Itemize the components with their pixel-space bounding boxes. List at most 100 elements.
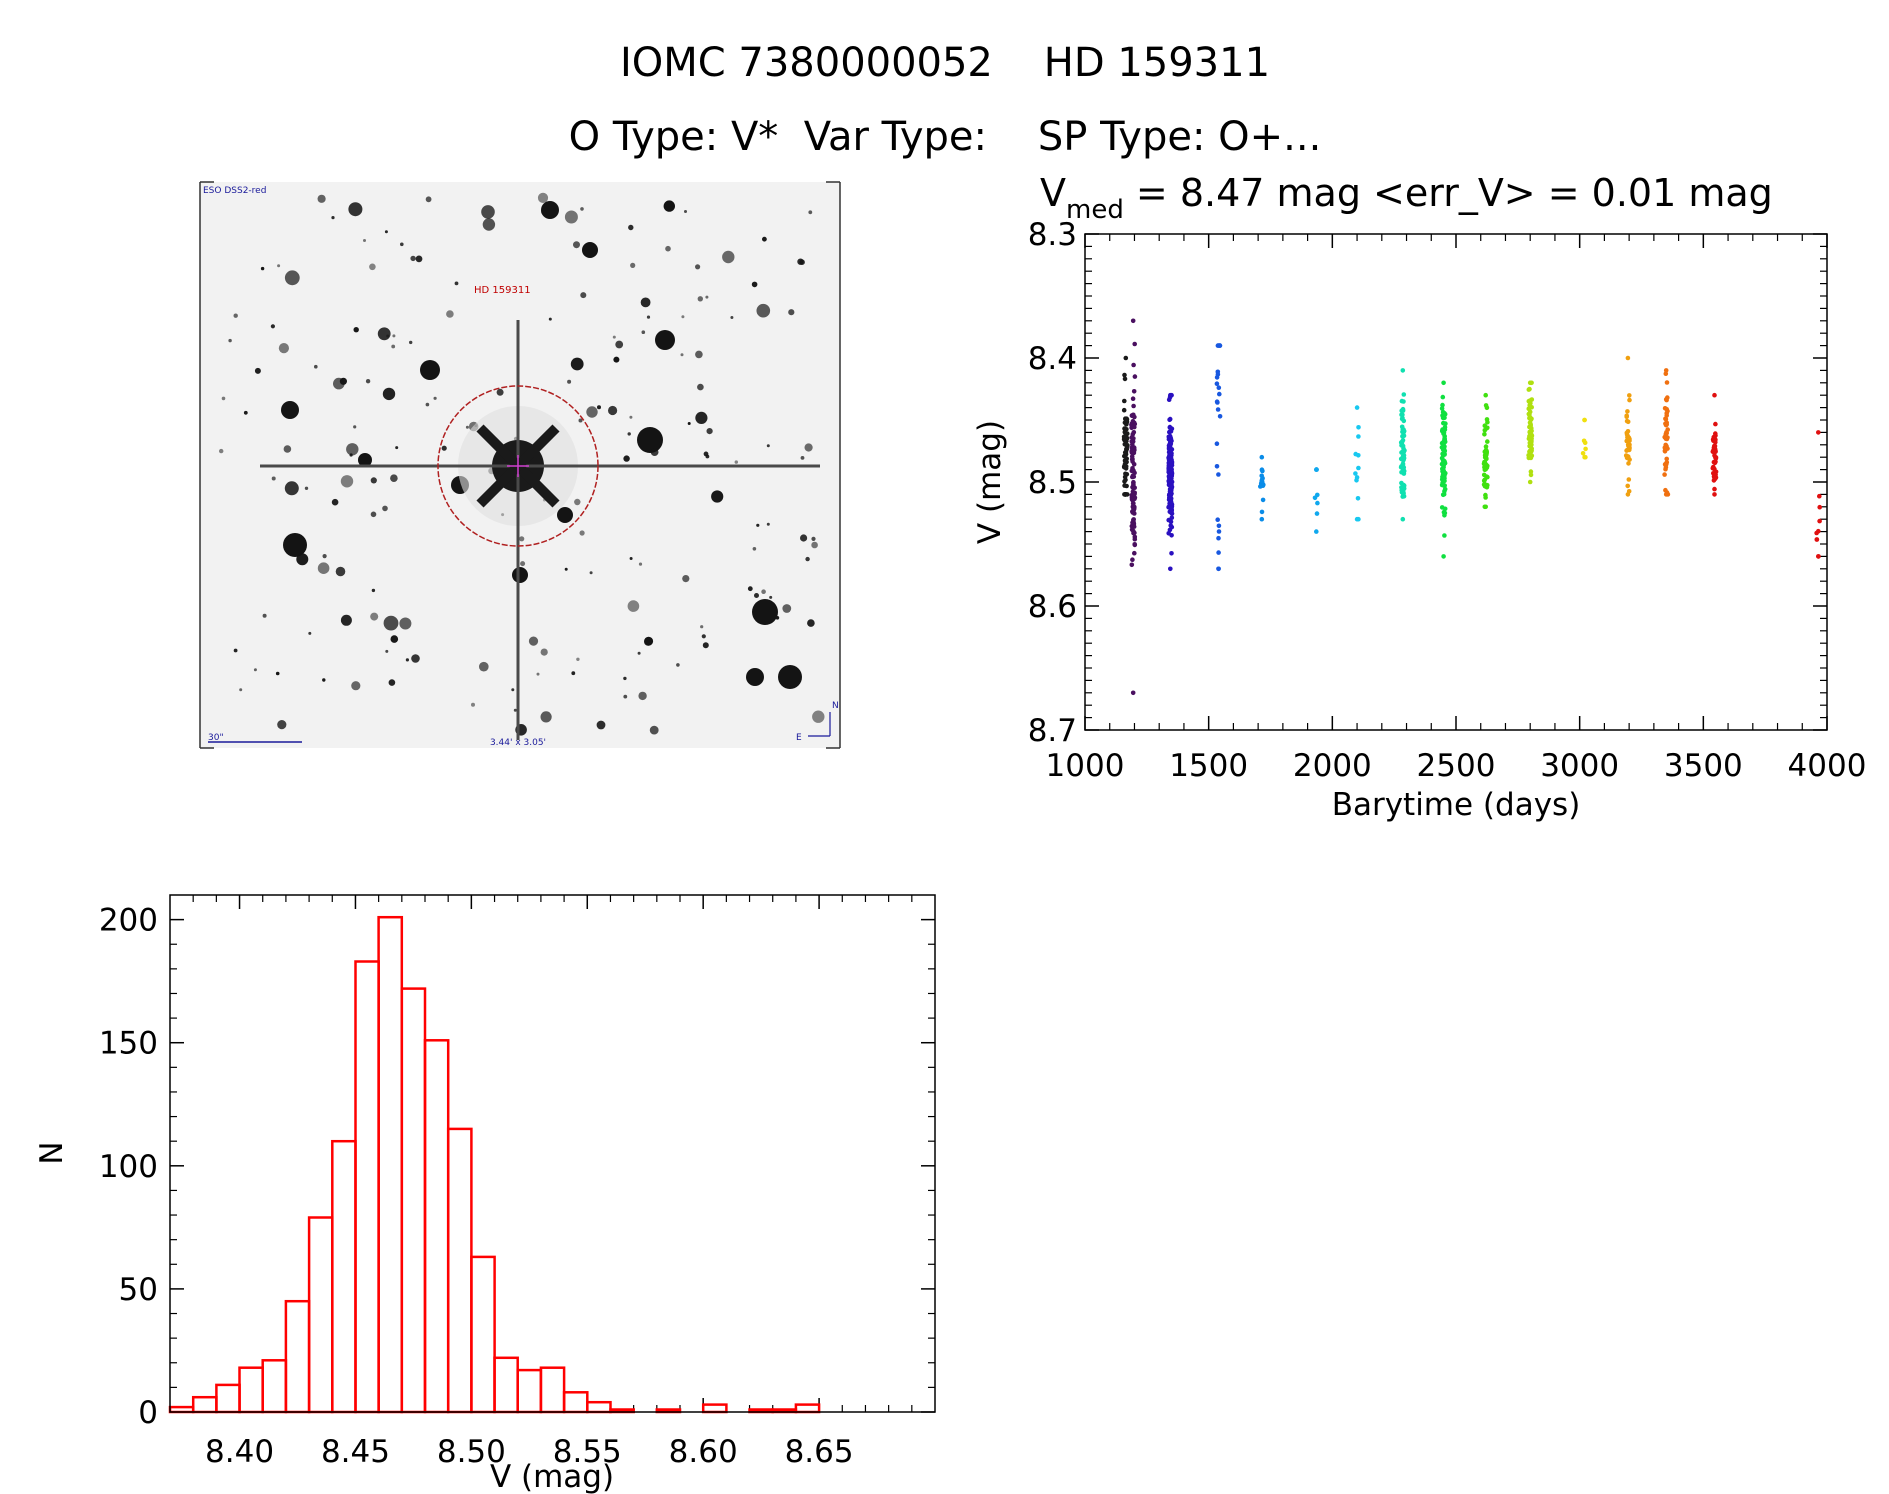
star bbox=[243, 410, 248, 415]
data-point bbox=[1439, 428, 1445, 434]
histogram-bar bbox=[377, 915, 404, 1414]
star bbox=[665, 245, 671, 252]
data-point bbox=[1583, 446, 1588, 452]
data-point bbox=[1125, 431, 1130, 436]
star bbox=[811, 536, 816, 542]
data-point bbox=[1168, 566, 1173, 572]
data-point bbox=[1483, 392, 1488, 398]
star bbox=[358, 453, 372, 467]
data-point bbox=[1624, 418, 1630, 424]
y-tick-label: 8.5 bbox=[1028, 465, 1077, 501]
data-point bbox=[1484, 426, 1489, 431]
star bbox=[340, 614, 352, 626]
star bbox=[695, 264, 701, 270]
star bbox=[800, 456, 805, 460]
star bbox=[541, 209, 547, 215]
data-point bbox=[1259, 478, 1264, 484]
star bbox=[573, 241, 580, 249]
title-line-1: IOMC 7380000052 HD 159311 bbox=[620, 40, 1270, 86]
data-point bbox=[1626, 443, 1631, 449]
data-point bbox=[1217, 391, 1222, 397]
star bbox=[221, 396, 226, 401]
y-tick-label: 150 bbox=[99, 1026, 158, 1062]
title-rest: = 8.47 mag <err_V> = 0.01 mag bbox=[1124, 171, 1773, 215]
star bbox=[363, 239, 366, 242]
histogram-bar bbox=[794, 1403, 821, 1414]
star bbox=[454, 281, 459, 286]
data-point bbox=[1627, 436, 1632, 442]
star bbox=[769, 595, 773, 599]
star bbox=[304, 486, 309, 490]
data-point bbox=[1710, 466, 1716, 471]
star bbox=[335, 566, 346, 577]
data-point bbox=[1130, 484, 1135, 490]
scale-label: 30" bbox=[208, 733, 224, 743]
data-point bbox=[1626, 477, 1632, 482]
target-label: HD 159311 bbox=[474, 285, 531, 296]
x-tick-label: 8.40 bbox=[205, 1434, 274, 1470]
data-point bbox=[1130, 473, 1136, 479]
data-point bbox=[1399, 439, 1405, 445]
star bbox=[756, 303, 771, 318]
y-tick-label: 0 bbox=[138, 1395, 158, 1431]
data-point bbox=[1401, 433, 1407, 439]
data-point bbox=[1442, 425, 1448, 430]
data-point bbox=[1663, 422, 1669, 428]
y-tick-label: 200 bbox=[99, 903, 158, 939]
data-point bbox=[1482, 432, 1487, 437]
data-point bbox=[1442, 450, 1447, 456]
data-point bbox=[1166, 450, 1172, 455]
data-point bbox=[1214, 441, 1220, 447]
data-point bbox=[1314, 467, 1319, 472]
data-point bbox=[1712, 449, 1717, 454]
data-point bbox=[1663, 416, 1669, 422]
data-point bbox=[1400, 408, 1406, 413]
data-point bbox=[1168, 505, 1174, 511]
data-point bbox=[1662, 472, 1667, 477]
star bbox=[812, 710, 825, 723]
target-aperture-circle bbox=[437, 385, 599, 547]
data-point bbox=[1664, 380, 1670, 385]
histogram-bar bbox=[238, 1366, 264, 1414]
data-point bbox=[1528, 442, 1534, 447]
star bbox=[377, 327, 391, 341]
data-point bbox=[1440, 472, 1446, 477]
star bbox=[597, 405, 601, 410]
data-point bbox=[1167, 395, 1173, 400]
star bbox=[663, 200, 675, 212]
star bbox=[762, 236, 767, 242]
star bbox=[623, 694, 628, 699]
star bbox=[702, 642, 709, 649]
data-point bbox=[1485, 439, 1490, 444]
star bbox=[797, 258, 804, 265]
data-point bbox=[1124, 421, 1129, 427]
star bbox=[754, 593, 759, 598]
star bbox=[766, 522, 770, 526]
data-point bbox=[1260, 497, 1266, 503]
histogram-bar bbox=[493, 1356, 519, 1414]
histogram-bar bbox=[307, 1216, 334, 1414]
star bbox=[382, 387, 396, 401]
data-point bbox=[1663, 465, 1669, 470]
data-point bbox=[1355, 496, 1361, 501]
histogram-bar bbox=[400, 987, 427, 1414]
star bbox=[640, 297, 651, 308]
star bbox=[496, 388, 504, 396]
star bbox=[766, 444, 770, 448]
star bbox=[630, 262, 636, 268]
star bbox=[756, 523, 760, 527]
star bbox=[752, 547, 757, 551]
star bbox=[557, 507, 573, 523]
histogram-bar bbox=[191, 1395, 218, 1414]
finding-chart-stars bbox=[219, 192, 825, 736]
data-point bbox=[1216, 472, 1221, 477]
data-point bbox=[1129, 435, 1135, 440]
star bbox=[317, 562, 330, 574]
fov-label: 3.44' x 3.05' bbox=[490, 738, 546, 748]
star bbox=[284, 270, 300, 286]
star bbox=[680, 353, 684, 357]
data-point bbox=[1401, 428, 1406, 434]
data-point bbox=[1122, 426, 1127, 431]
data-point bbox=[1216, 385, 1222, 391]
